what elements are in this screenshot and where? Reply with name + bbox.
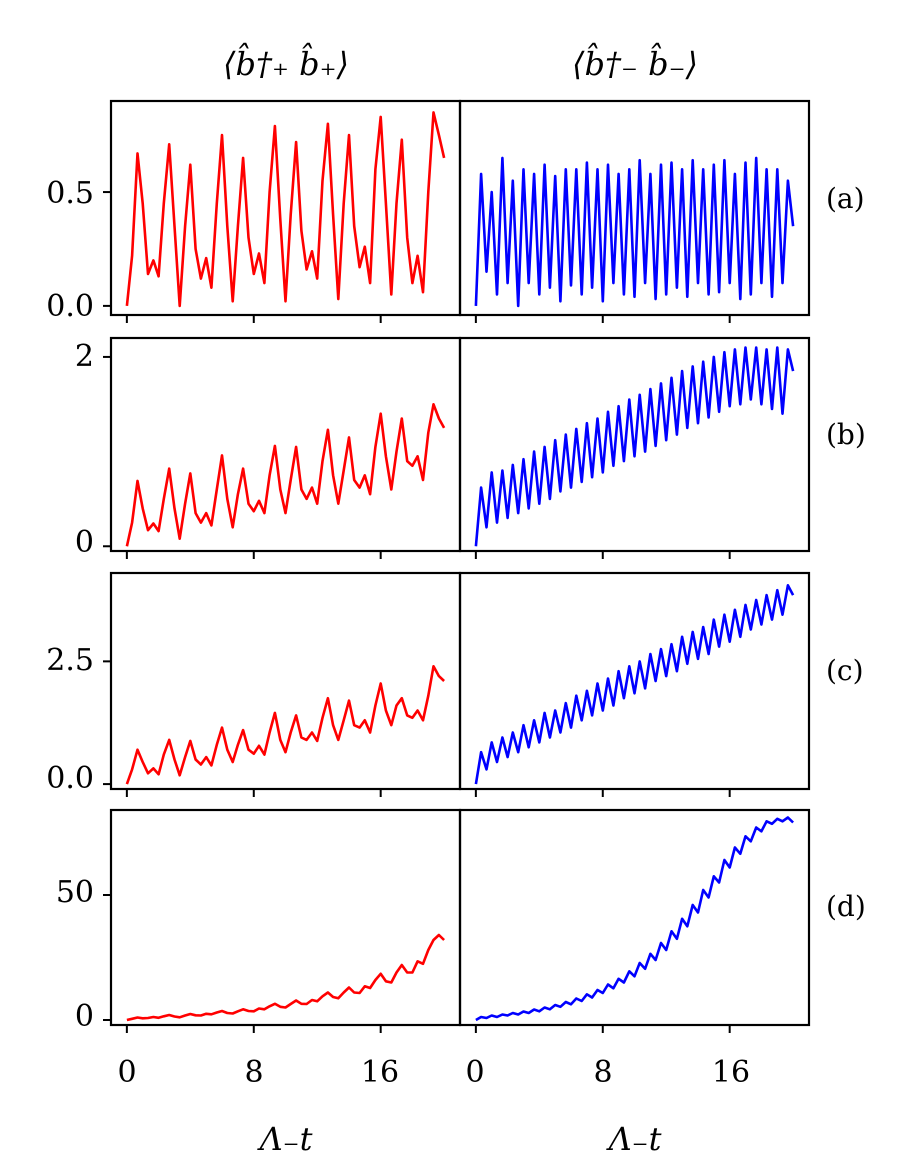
series-line-a-left <box>125 111 446 308</box>
row-label-d: (d) <box>826 890 866 923</box>
series-line-c-left <box>125 665 445 785</box>
y-tick-label-b-1: 2 <box>75 339 94 374</box>
panel-frame-b-right <box>458 336 811 553</box>
y-tick-label-d-1: 50 <box>56 875 94 910</box>
y-tick-label-c-0: 0.0 <box>46 761 94 796</box>
x-tick-label-left-8: 8 <box>244 1055 263 1090</box>
x-tick-label-right-8: 8 <box>593 1055 612 1090</box>
row-label-c: (c) <box>826 654 864 687</box>
x-tick-label-right-16: 16 <box>712 1055 750 1090</box>
panel-frame-c-right <box>458 571 811 791</box>
y-tick-label-d-0: 0 <box>75 999 94 1034</box>
row-label-b: (b) <box>826 418 866 451</box>
panel-frame-a-right <box>458 99 811 317</box>
series-line-a-right <box>474 156 795 308</box>
panel-frame-d-right <box>458 808 811 1027</box>
x-axis-label-right: Λ₋t <box>606 1120 662 1158</box>
x-tick-label-right-0: 0 <box>465 1055 484 1090</box>
panel-frame-d-left <box>109 808 462 1027</box>
series-line-d-left <box>126 933 446 1022</box>
series-line-c-right <box>474 584 795 785</box>
y-tick-label-c-1: 2.5 <box>46 643 94 678</box>
y-tick-label-b-0: 0 <box>75 525 94 560</box>
series-line-b-left <box>125 403 446 547</box>
y-tick-label-a-1: 0.5 <box>46 176 94 211</box>
series-line-d-right <box>475 816 795 1022</box>
column-title-left: ⟨b̂†₊ b̂₊⟩ <box>223 42 349 83</box>
series-line-b-right <box>474 346 795 547</box>
panel-frame-b-left <box>109 336 462 553</box>
row-label-a: (a) <box>826 182 865 215</box>
column-title-right: ⟨b̂†₋ b̂₋⟩ <box>572 42 698 83</box>
x-tick-label-left-16: 16 <box>361 1055 399 1090</box>
plot-layer <box>103 99 811 1033</box>
y-tick-label-a-0: 0.0 <box>46 289 94 324</box>
x-tick-label-left-0: 0 <box>117 1055 136 1090</box>
x-axis-label-left: Λ₋t <box>257 1120 313 1158</box>
